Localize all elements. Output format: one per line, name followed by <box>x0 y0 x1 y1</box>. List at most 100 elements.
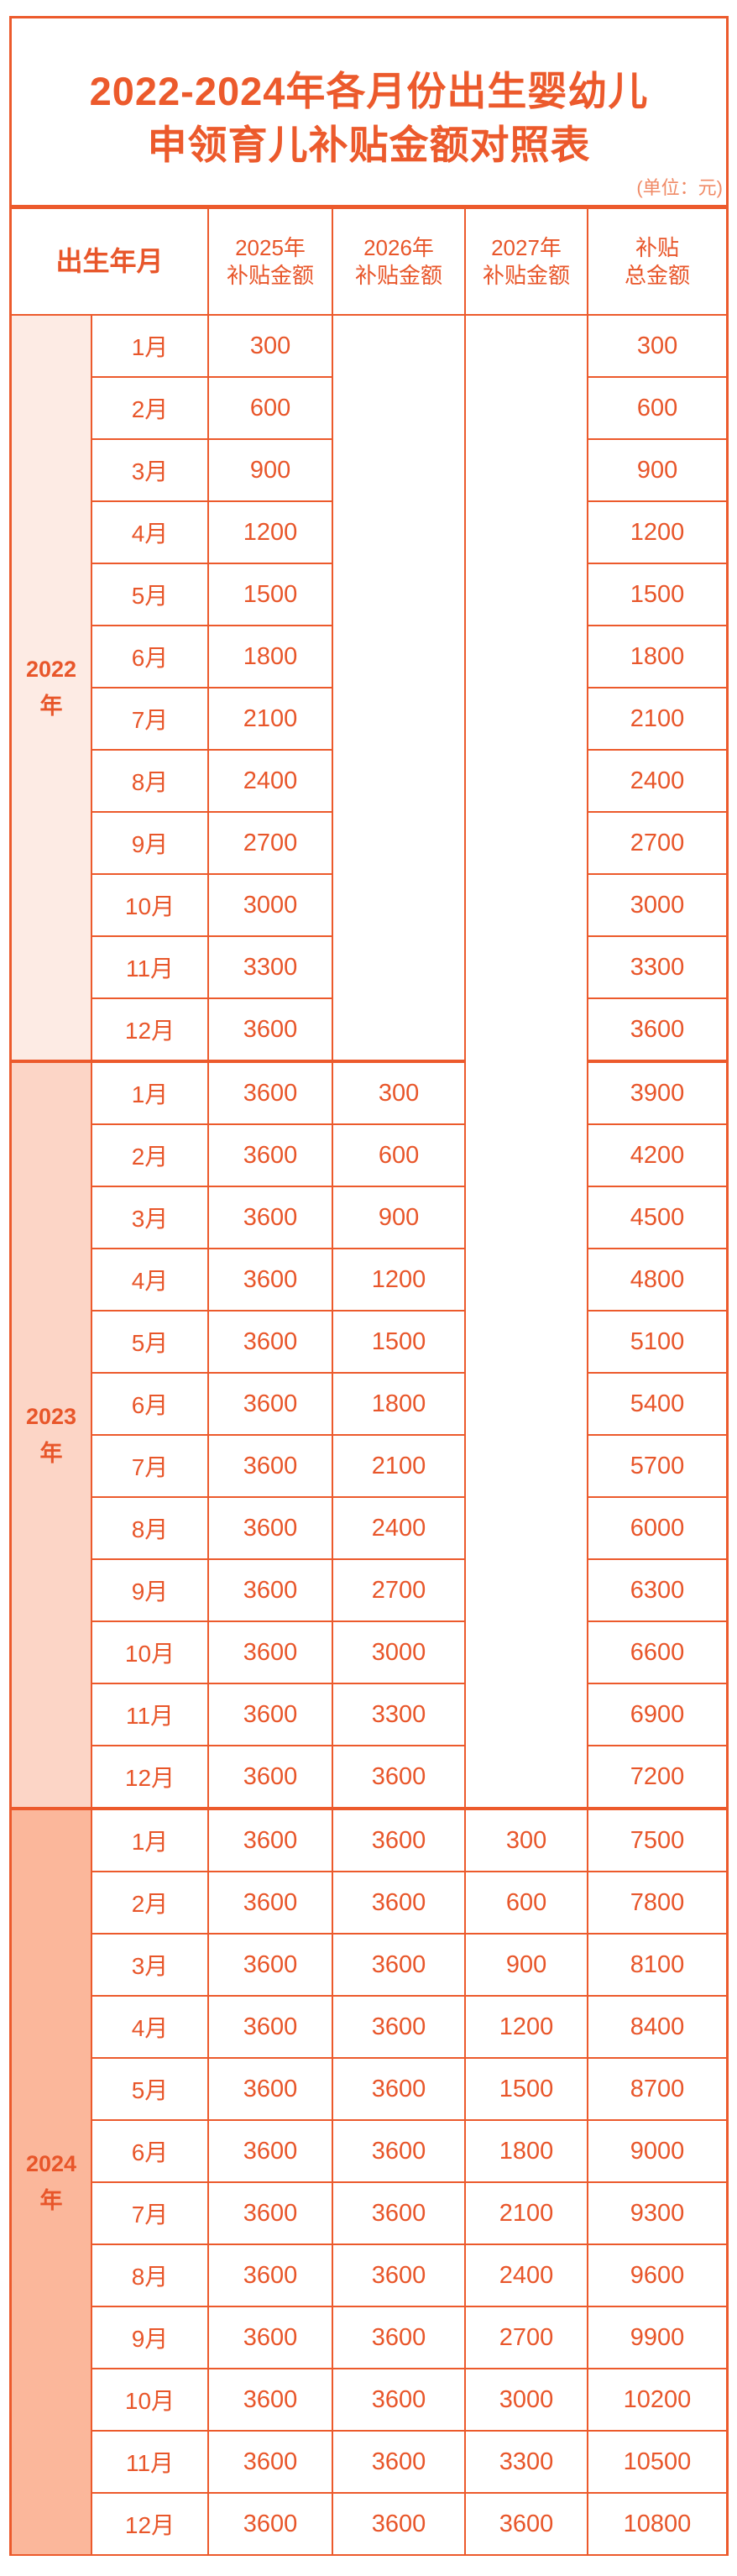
table-row: 11月 3600 3300 6900 <box>12 1683 726 1746</box>
month-cell: 5月 <box>91 1310 210 1374</box>
amount-2026-cell: 2100 <box>332 1434 467 1498</box>
amount-2025-cell: 1800 <box>207 625 334 689</box>
table-row: 2022 年 1月 300 300 <box>12 314 726 1809</box>
table-row: 2023 年 1月 3600 300 3900 <box>12 1060 726 1809</box>
amount-2026-cell: 1500 <box>332 1310 467 1374</box>
amount-2026-cell: 600 <box>332 1123 467 1187</box>
total-amount-cell: 8100 <box>587 1933 726 1997</box>
total-amount-cell: 9000 <box>587 2119 726 2183</box>
amount-2026-cell: 1800 <box>332 1372 467 1436</box>
amount-2025-cell: 3600 <box>207 1871 334 1935</box>
amount-2025-cell: 1500 <box>207 563 334 626</box>
amount-2027-cell: 300 <box>464 1807 589 1872</box>
table-row: 12月 3600 3600 3600 10800 <box>12 2492 726 2556</box>
table-row: 6月 3600 3600 1800 9000 <box>12 2119 726 2183</box>
month-cell: 9月 <box>91 811 210 875</box>
table-row: 11月 3600 3600 3300 10500 <box>12 2430 726 2494</box>
total-amount-cell: 9300 <box>587 2181 726 2245</box>
amount-2025-cell: 3000 <box>207 873 334 937</box>
amount-2025-cell: 3600 <box>207 2119 334 2183</box>
total-amount-cell: 6600 <box>587 1620 726 1684</box>
total-amount-cell: 3600 <box>587 997 726 1062</box>
total-amount-cell: 10500 <box>587 2430 726 2494</box>
month-cell: 8月 <box>91 2244 210 2307</box>
total-amount-cell: 2100 <box>587 687 726 751</box>
amount-2025-cell: 3600 <box>207 1558 334 1622</box>
total-amount-cell: 3900 <box>587 1060 726 1125</box>
table-row: 3月 3600 900 4500 <box>12 1186 726 1249</box>
month-cell: 12月 <box>91 2492 210 2556</box>
amount-2026-cell: 1200 <box>332 1248 467 1312</box>
amount-2025-cell: 3600 <box>207 2306 334 2369</box>
year-label: 2022 <box>25 657 77 682</box>
amount-2025-cell: 3600 <box>207 1620 334 1684</box>
table-row: 12月 3600 3600 7200 <box>12 1745 726 1809</box>
month-cell: 3月 <box>91 1933 210 1997</box>
total-amount-cell: 10200 <box>587 2368 726 2432</box>
month-cell: 4月 <box>91 500 210 564</box>
month-cell: 1月 <box>90 1060 210 1125</box>
amount-2025-cell: 3600 <box>207 2430 334 2494</box>
table-row: 7月 3600 2100 5700 <box>12 1434 726 1498</box>
header-total-line2: 总金额 <box>625 262 691 288</box>
table-row: 10月 3600 3600 3000 10200 <box>12 2368 726 2432</box>
month-cell: 8月 <box>91 1496 210 1560</box>
month-cell: 3月 <box>91 1186 210 1249</box>
amount-2025-cell: 3600 <box>207 1745 334 1809</box>
amount-2025-cell: 3600 <box>207 1995 334 2059</box>
table-row: 10月 3000 3000 <box>12 873 726 937</box>
table-row: 9月 3600 3600 2700 9900 <box>12 2306 726 2369</box>
header-total-line1: 补贴 <box>635 234 680 260</box>
month-cell: 6月 <box>91 2119 210 2183</box>
month-cell: 2月 <box>91 376 210 440</box>
total-amount-cell: 6000 <box>587 1496 726 1560</box>
month-cell: 10月 <box>91 2368 210 2432</box>
amount-2026-cell: 3000 <box>332 1620 467 1684</box>
table-row: 2024 年 1月 3600 3600 300 7500 <box>12 1807 726 2556</box>
amount-2025-cell: 2100 <box>207 687 334 751</box>
total-amount-cell: 4500 <box>587 1186 726 1249</box>
table-row: 12月 3600 3600 <box>12 997 726 1062</box>
table-row: 3月 3600 3600 900 8100 <box>12 1933 726 1997</box>
amount-2025-cell: 1200 <box>207 500 334 564</box>
amount-2026-cell: 3300 <box>332 1683 467 1746</box>
header-row: 出生年月 2025年 补贴金额 2026年 补贴金额 2027年 补贴金额 补贴 总金额 <box>12 207 726 316</box>
amount-2026-cell: 3600 <box>332 2057 467 2121</box>
total-amount-cell: 8400 <box>587 1995 726 2059</box>
total-amount-cell: 7200 <box>587 1745 726 1809</box>
amount-2025-cell: 3600 <box>207 1372 334 1436</box>
table-row: 4月 3600 3600 1200 8400 <box>12 1995 726 2059</box>
table-row: 5月 1500 1500 <box>12 563 726 626</box>
amount-2026-cell: 300 <box>332 1060 467 1125</box>
amount-2027-cell: 1200 <box>464 1995 589 2059</box>
amount-2027-cell: 2700 <box>464 2306 589 2369</box>
header-2027-line1: 2027年 <box>491 234 562 260</box>
amount-2025-cell: 3600 <box>207 2368 334 2432</box>
amount-2025-cell: 3600 <box>207 1123 334 1187</box>
amount-2025-cell: 600 <box>207 376 334 440</box>
table-body: 2022 年 1月 300 300 2月 600 600 3月 900 900 4月 1200 1200 5… <box>12 314 726 2556</box>
amount-2026-cell: 3600 <box>332 2244 467 2307</box>
table-row: 2月 600 600 <box>12 376 726 440</box>
table-row: 8月 2400 2400 <box>12 749 726 813</box>
total-amount-cell: 3300 <box>587 935 726 999</box>
table-row: 6月 3600 1800 5400 <box>12 1372 726 1436</box>
total-amount-cell: 300 <box>587 314 726 378</box>
amount-2025-cell: 2700 <box>207 811 334 875</box>
total-amount-cell: 9900 <box>587 2306 726 2369</box>
unit-label: (单位：元) <box>636 177 723 198</box>
table-row: 6月 1800 1800 <box>12 625 726 689</box>
year-suffix: 年 <box>39 2188 63 2213</box>
table-row: 9月 3600 2700 6300 <box>12 1558 726 1622</box>
amount-2025-cell: 3600 <box>207 1434 334 1498</box>
amount-2026-cell: 900 <box>332 1186 467 1249</box>
amount-2026-cell: 3600 <box>332 1807 467 1872</box>
amount-2026-cell: 2400 <box>332 1496 467 1560</box>
header-2026: 2026年 补贴金额 <box>332 207 467 316</box>
total-amount-cell: 3000 <box>587 873 726 937</box>
table-row: 8月 3600 2400 6000 <box>12 1496 726 1560</box>
page-title-line-1: 2022-2024年各月份出生婴幼儿 <box>89 69 649 113</box>
year-suffix: 年 <box>39 694 63 719</box>
header-2027: 2027年 补贴金额 <box>464 207 589 316</box>
amount-2025-cell: 3600 <box>207 1060 334 1125</box>
